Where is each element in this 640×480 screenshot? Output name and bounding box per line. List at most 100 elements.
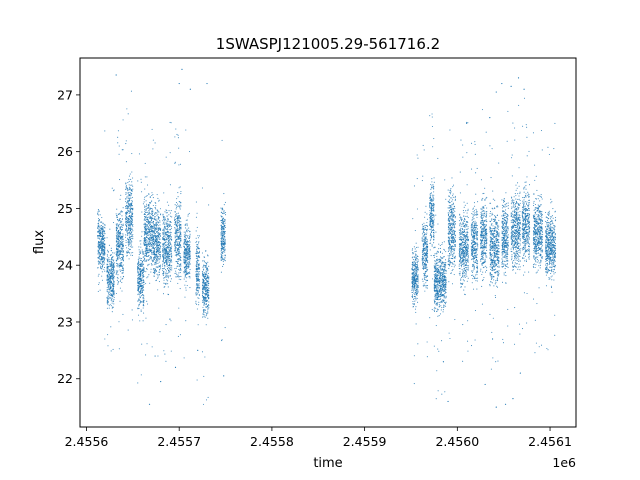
data-point: [146, 176, 148, 178]
data-point: [111, 311, 113, 313]
data-point: [186, 244, 188, 246]
data-point: [99, 266, 102, 268]
data-point: [414, 268, 416, 270]
data-point: [156, 238, 158, 240]
data-point: [128, 241, 130, 244]
data-point: [170, 248, 172, 250]
data-point: [414, 292, 416, 294]
data-point: [180, 256, 182, 259]
data-point: [129, 229, 131, 231]
data-point: [138, 258, 140, 260]
data-point: [167, 217, 169, 220]
data-point: [139, 320, 141, 322]
data-point: [116, 231, 118, 233]
data-point: [149, 209, 151, 211]
data-point: [151, 212, 153, 215]
data-point: [186, 236, 189, 238]
data-point: [117, 270, 119, 272]
data-point: [179, 202, 182, 204]
data-point: [167, 256, 169, 258]
data-point: [431, 309, 433, 311]
data-point: [180, 247, 182, 249]
data-point: [150, 264, 153, 266]
data-point: [421, 240, 423, 242]
data-point: [165, 209, 167, 211]
data-point: [175, 205, 177, 207]
data-point: [98, 226, 100, 228]
data-point: [147, 265, 149, 267]
data-point: [196, 283, 198, 285]
data-point: [197, 235, 199, 237]
data-point: [137, 258, 139, 261]
data-point: [126, 192, 128, 194]
data-point: [142, 265, 144, 267]
data-point: [104, 270, 106, 272]
data-point: [119, 217, 121, 220]
data-point: [176, 274, 178, 276]
data-point: [417, 280, 419, 282]
data-point: [175, 233, 177, 235]
data-point: [160, 267, 162, 269]
data-point: [138, 283, 140, 285]
data-point: [132, 230, 134, 232]
data-point: [156, 241, 158, 243]
data-point: [198, 275, 200, 278]
data-point: [202, 311, 205, 313]
data-point: [195, 284, 197, 286]
data-point: [168, 241, 170, 243]
data-point: [179, 215, 181, 217]
data-point: [155, 205, 157, 207]
data-point: [184, 227, 187, 229]
data-point: [412, 276, 414, 278]
data-point: [117, 232, 119, 234]
data-point: [149, 241, 151, 243]
data-point: [117, 136, 119, 138]
data-point: [222, 263, 225, 266]
data-point: [183, 278, 185, 280]
data-point: [414, 308, 417, 310]
data-point: [178, 222, 180, 224]
data-point: [152, 197, 154, 199]
data-point: [100, 267, 102, 270]
data-point: [197, 297, 199, 299]
data-point: [126, 213, 128, 215]
data-point: [157, 197, 159, 199]
data-point: [157, 238, 159, 240]
data-point: [169, 263, 171, 265]
data-point: [115, 245, 117, 247]
data-point: [111, 262, 113, 264]
data-point: [97, 213, 99, 215]
data-point: [118, 251, 121, 253]
data-point: [142, 276, 144, 278]
data-point: [111, 273, 113, 275]
data-point: [101, 231, 103, 233]
data-point: [116, 215, 118, 217]
data-point: [424, 224, 426, 226]
data-point: [106, 290, 108, 293]
data-point: [169, 212, 171, 214]
data-point: [224, 248, 226, 250]
data-point: [153, 253, 155, 255]
data-point: [163, 243, 165, 245]
data-point: [118, 245, 120, 247]
data-point: [169, 255, 171, 257]
data-point: [140, 273, 142, 275]
data-point: [416, 280, 418, 283]
data-point: [101, 256, 103, 259]
data-point: [425, 285, 428, 287]
data-point: [189, 277, 191, 279]
data-point: [121, 236, 123, 238]
data-point: [188, 247, 191, 249]
data-point: [141, 291, 144, 294]
data-point: [174, 245, 176, 247]
data-point: [430, 242, 432, 244]
data-point: [196, 212, 198, 214]
data-point: [151, 194, 153, 197]
data-point: [167, 239, 170, 241]
data-point: [187, 254, 189, 256]
data-point: [162, 267, 164, 270]
data-point: [146, 247, 148, 249]
data-point: [431, 178, 433, 180]
data-point: [143, 312, 145, 314]
data-point: [224, 243, 227, 245]
